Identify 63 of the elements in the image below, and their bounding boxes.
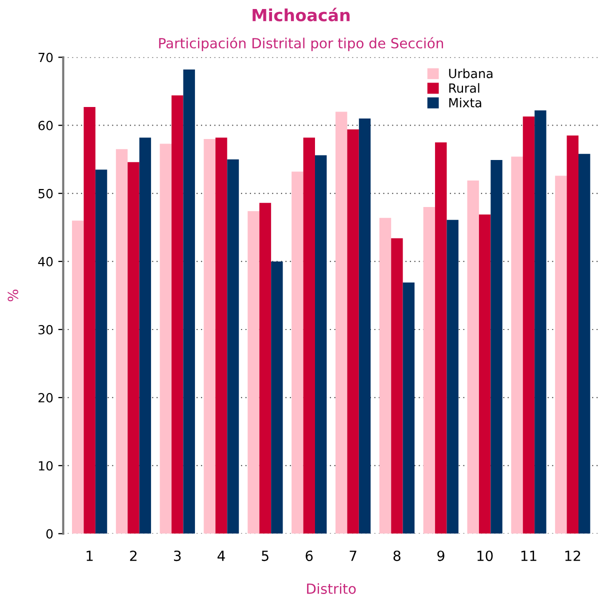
bar [446,220,458,534]
legend-label: Urbana [449,68,492,78]
bar [467,180,479,534]
bar [84,106,96,534]
bar [160,144,172,534]
x-tick-label: 4 [218,550,225,561]
bar [259,202,272,534]
x-tick-label: 1 [86,550,93,561]
bar [511,156,523,534]
x-tick-label: 8 [394,550,400,562]
bar [227,159,239,534]
bar [271,261,283,534]
y-axis-title: % [8,290,18,302]
x-tick-label: 7 [350,550,356,561]
y-tick-label: 70 [38,52,53,62]
legend-label: Mixta [449,98,482,108]
x-tick-label: 10 [477,550,493,562]
bar [72,220,84,534]
bar [435,142,447,534]
bar [555,176,567,534]
bar [578,154,590,534]
bar [292,172,304,534]
y-tick-label: 50 [38,188,53,198]
x-tick-label: 5 [262,550,268,562]
x-tick-label: 6 [306,550,313,562]
bar [204,138,216,534]
bar [379,218,392,534]
x-tick-label: 9 [437,550,444,562]
y-tick-label: 40 [38,256,53,266]
bar [139,138,152,534]
bar [478,214,491,534]
x-axis-title: Distrito [307,583,356,594]
x-tick-label: 12 [565,550,580,561]
bar [522,116,535,534]
x-tick-label: 2 [130,550,137,561]
chart-title: Michoacán [252,8,350,22]
bar [183,70,195,534]
bar [172,95,184,534]
bar [95,170,108,534]
x-tick-label: 11 [521,550,536,561]
bar [566,136,578,534]
y-tick-label: 10 [38,461,53,471]
y-tick-label: 30 [38,324,53,334]
bar [490,160,502,534]
bar [534,110,546,534]
bar [248,211,260,534]
bar [215,138,228,534]
bar [116,149,128,534]
chart-subtitle: Participación Distrital por tipo de Sección [159,37,444,52]
bar [423,207,436,534]
y-tick-label: 0 [46,529,53,539]
y-tick-label: 60 [38,120,53,130]
bar [335,112,348,534]
bar [391,238,403,534]
bar [347,129,359,534]
x-tick-label: 3 [174,550,181,562]
bar [402,282,415,534]
legend-label: Rural [449,83,480,93]
bar [314,155,327,534]
y-tick-label: 20 [38,393,53,402]
bar [358,118,371,534]
bar [128,162,140,534]
bar [303,138,315,534]
